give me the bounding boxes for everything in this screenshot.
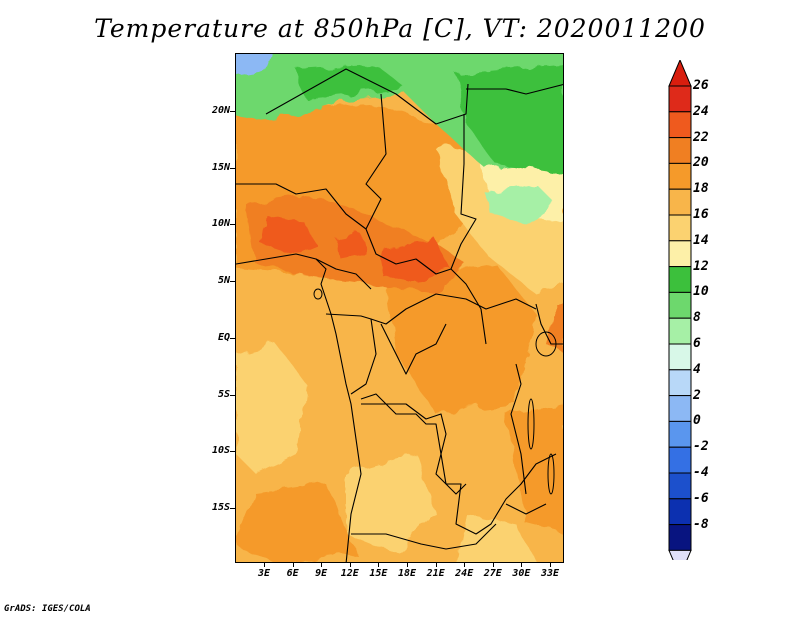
colorbar-box: [668, 395, 692, 422]
longitude-tick: [492, 563, 494, 567]
colorbar-label: -8: [693, 516, 709, 532]
longitude-tick: [264, 563, 265, 567]
colorbar-box: [668, 420, 692, 448]
colorbar-label: 18: [693, 181, 709, 197]
longitude-tick: [292, 563, 294, 567]
longitude-tick: [321, 563, 323, 567]
colorbar-label: 24: [693, 103, 709, 119]
longitude-label: 18E: [397, 568, 417, 579]
colorbar-label: 6: [693, 336, 701, 351]
latitude-tick: [230, 224, 235, 226]
colorbar-box: [668, 524, 692, 551]
colorbar: [668, 60, 692, 560]
longitude-tick: [407, 563, 408, 567]
latitude-label: EQ: [217, 331, 230, 343]
colorbar-label: -2: [693, 439, 709, 455]
longitude-label: 24E: [455, 568, 474, 579]
colorbar-box: [668, 472, 692, 500]
colorbar-label: 14: [693, 232, 709, 248]
longitude-tick: [464, 563, 466, 567]
latitude-tick: [230, 167, 235, 169]
latitude-label: 15S: [211, 501, 230, 513]
colorbar-label: 0: [693, 413, 701, 429]
colorbar-label: 16: [693, 207, 709, 222]
longitude-label: 12E: [340, 568, 359, 579]
longitude-label: 21E: [426, 568, 445, 579]
colorbar-label: 12: [693, 258, 709, 274]
latitude-tick: [230, 281, 235, 283]
longitude-tick: [435, 563, 437, 567]
longitude-label: 9E: [315, 568, 328, 579]
colorbar-box: [668, 137, 692, 164]
latitude-tick: [230, 111, 235, 112]
latitude-label: 10N: [211, 218, 230, 230]
colorbar-label: 22: [693, 129, 709, 145]
latitude-tick: [230, 337, 235, 339]
map-title: Temperature at 850hPa [C], VT: 202001120…: [94, 14, 706, 43]
colorbar-box: [668, 188, 692, 216]
colorbar-label: -4: [693, 465, 709, 480]
colorbar-box: [668, 240, 692, 268]
longitude-tick: [521, 563, 523, 567]
longitude-label: 30E: [512, 568, 531, 579]
colorbar-box: [668, 343, 692, 371]
colorbar-box: [668, 162, 692, 190]
latitude-label: 20N: [211, 105, 230, 116]
colorbar-box: [668, 446, 692, 474]
latitude-label: 5S: [217, 388, 230, 400]
longitude-label: 15E: [369, 568, 388, 579]
latitude-tick: [230, 394, 235, 396]
latitude-label: 5N: [217, 275, 230, 287]
longitude-label: 3E: [257, 568, 271, 579]
colorbar-bottom-arrow: [668, 549, 692, 560]
temperature-map: [235, 53, 564, 563]
colorbar-label: 2: [693, 387, 701, 403]
longitude-label: 33E: [540, 568, 560, 579]
colorbar-label: 20: [693, 155, 709, 171]
colorbar-box: [668, 85, 692, 113]
longitude-label: 27E: [483, 568, 502, 579]
colorbar-top-arrow: [668, 60, 692, 87]
longitude-tick: [550, 563, 551, 567]
latitude-label: 15N: [211, 161, 230, 173]
colorbar-box: [668, 498, 692, 526]
colorbar-label: 8: [693, 310, 701, 326]
colorbar-box: [668, 369, 692, 397]
colorbar-label: 26: [693, 78, 709, 93]
colorbar-label: 4: [693, 361, 701, 377]
colorbar-box: [668, 317, 692, 345]
credit-text: GrADS: IGES/COLA: [4, 604, 91, 614]
longitude-tick: [378, 563, 380, 567]
longitude-tick: [349, 563, 351, 567]
colorbar-label: -6: [693, 490, 709, 506]
latitude-tick: [230, 507, 235, 509]
colorbar-box: [668, 266, 692, 293]
latitude-tick: [230, 451, 235, 453]
latitude-label: 10S: [211, 445, 230, 457]
colorbar-box: [668, 291, 692, 319]
colorbar-box: [668, 111, 692, 139]
longitude-label: 6E: [286, 568, 299, 579]
colorbar-label: 10: [693, 284, 709, 300]
colorbar-box: [668, 214, 692, 242]
